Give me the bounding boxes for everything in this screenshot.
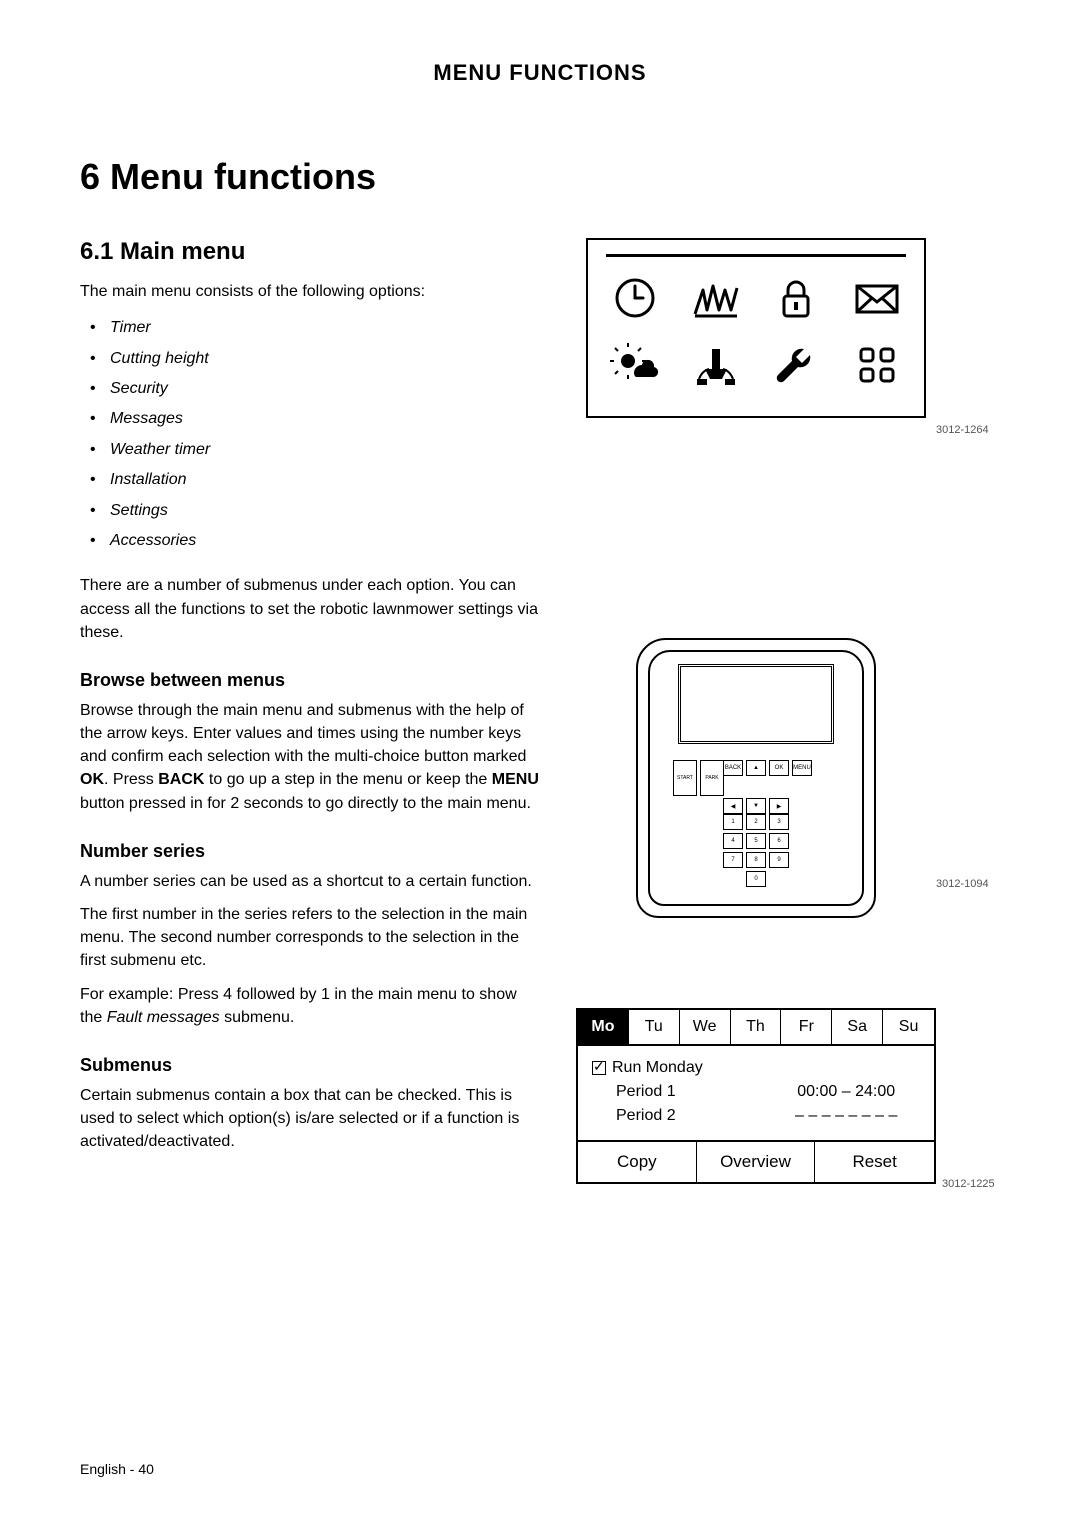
cutting-height-icon [691, 276, 741, 320]
option-messages: Messages [80, 404, 540, 434]
num-4: 4 [723, 833, 743, 849]
section-title: 6.1 Main menu [80, 238, 540, 266]
option-security: Security [80, 374, 540, 404]
option-installation: Installation [80, 465, 540, 495]
lock-icon [774, 276, 818, 320]
day-fr: Fr [781, 1010, 832, 1044]
kw-ok: OK [80, 771, 104, 788]
period1-label: Period 1 [592, 1080, 772, 1104]
envelope-icon [852, 276, 902, 320]
num-7: 7 [723, 852, 743, 868]
ns3-suffix: submenu. [220, 1009, 295, 1026]
period1-time: 00:00 – 24:00 [772, 1080, 920, 1104]
wrench-icon [772, 343, 820, 387]
menu-key: MENU [792, 760, 812, 776]
figure3-ref: 3012-1225 [942, 1178, 995, 1190]
num-2: 2 [746, 814, 766, 830]
submenus-heading: Submenus [80, 1055, 540, 1076]
running-header: MENU FUNCTIONS [80, 60, 1000, 86]
browse-text-2: . Press [104, 771, 158, 788]
run-monday-label: Run Monday [612, 1056, 703, 1080]
number-series-heading: Number series [80, 841, 540, 862]
browse-paragraph: Browse through the main menu and submenu… [80, 699, 540, 815]
start-key: START [673, 760, 697, 796]
num-9: 9 [769, 852, 789, 868]
installation-icon [691, 343, 741, 387]
day-we: We [680, 1010, 731, 1044]
day-sa: Sa [832, 1010, 883, 1044]
submenus-access-paragraph: There are a number of submenus under eac… [80, 574, 540, 644]
copy-button-label: Copy [578, 1142, 697, 1182]
option-weather-timer: Weather timer [80, 435, 540, 465]
day-su: Su [883, 1010, 934, 1044]
number-series-p3: For example: Press 4 followed by 1 in th… [80, 983, 540, 1029]
day-mo: Mo [578, 1010, 629, 1044]
down-key: ▼ [746, 798, 766, 814]
clock-icon [613, 276, 657, 320]
browse-text-4: button pressed in for 2 seconds to go di… [80, 795, 531, 812]
park-key: PARK [700, 760, 724, 796]
figure-schedule: Mo Tu We Th Fr Sa Su [576, 1008, 936, 1184]
day-th: Th [731, 1010, 782, 1044]
keypad-screen [678, 664, 834, 744]
main-menu-options-list: Timer Cutting height Security Messages W… [80, 313, 540, 556]
figure-icon-grid [586, 238, 926, 418]
keypad-numpad: 1 2 3 4 5 6 7 8 9 0 [638, 814, 874, 887]
figure1-rule [606, 254, 906, 257]
num-1: 1 [723, 814, 743, 830]
right-column: 3012-1264 START BACK ▲ OK MENU [576, 238, 1000, 1164]
page-footer: English - 40 [80, 1461, 154, 1477]
option-accessories: Accessories [80, 526, 540, 556]
num-6: 6 [769, 833, 789, 849]
figure1-ref: 3012-1264 [936, 424, 989, 436]
day-tu: Tu [629, 1010, 680, 1044]
option-settings: Settings [80, 496, 540, 526]
number-series-p2: The first number in the series refers to… [80, 903, 540, 973]
period2-time: – – – – – – – – [772, 1104, 920, 1128]
left-key: ◀ [723, 798, 743, 814]
figure2-ref: 3012-1094 [936, 878, 989, 890]
browse-text-1: Browse through the main menu and submenu… [80, 702, 526, 765]
browse-text-3: to go up a step in the menu or keep the [204, 771, 491, 788]
chapter-title: 6 Menu functions [80, 156, 1000, 198]
period2-label: Period 2 [592, 1104, 772, 1128]
browse-heading: Browse between menus [80, 670, 540, 691]
num-0: 0 [746, 871, 766, 887]
num-8: 8 [746, 852, 766, 868]
overview-button-label: Overview [697, 1142, 816, 1182]
right-key: ▶ [769, 798, 789, 814]
num-5: 5 [746, 833, 766, 849]
left-column: 6.1 Main menu The main menu consists of … [80, 238, 540, 1164]
number-series-p1: A number series can be used as a shortcu… [80, 870, 540, 893]
schedule-days-row: Mo Tu We Th Fr Sa Su [578, 1010, 934, 1046]
back-key: BACK [723, 760, 743, 776]
up-key: ▲ [746, 760, 766, 776]
accessories-icon [855, 343, 899, 387]
ok-key: OK [769, 760, 789, 776]
figure-keypad: START BACK ▲ OK MENU PARK ◀ ▼ ▶ [636, 638, 876, 918]
weather-icon [610, 343, 660, 387]
run-checkbox-icon [592, 1061, 606, 1075]
submenus-paragraph: Certain submenus contain a box that can … [80, 1084, 540, 1154]
kw-menu: MENU [492, 771, 539, 788]
ns3-italic: Fault messages [107, 1009, 220, 1026]
option-timer: Timer [80, 313, 540, 343]
intro-paragraph: The main menu consists of the following … [80, 280, 540, 303]
kw-back: BACK [158, 771, 204, 788]
reset-button-label: Reset [815, 1142, 934, 1182]
num-3: 3 [769, 814, 789, 830]
option-cutting-height: Cutting height [80, 344, 540, 374]
